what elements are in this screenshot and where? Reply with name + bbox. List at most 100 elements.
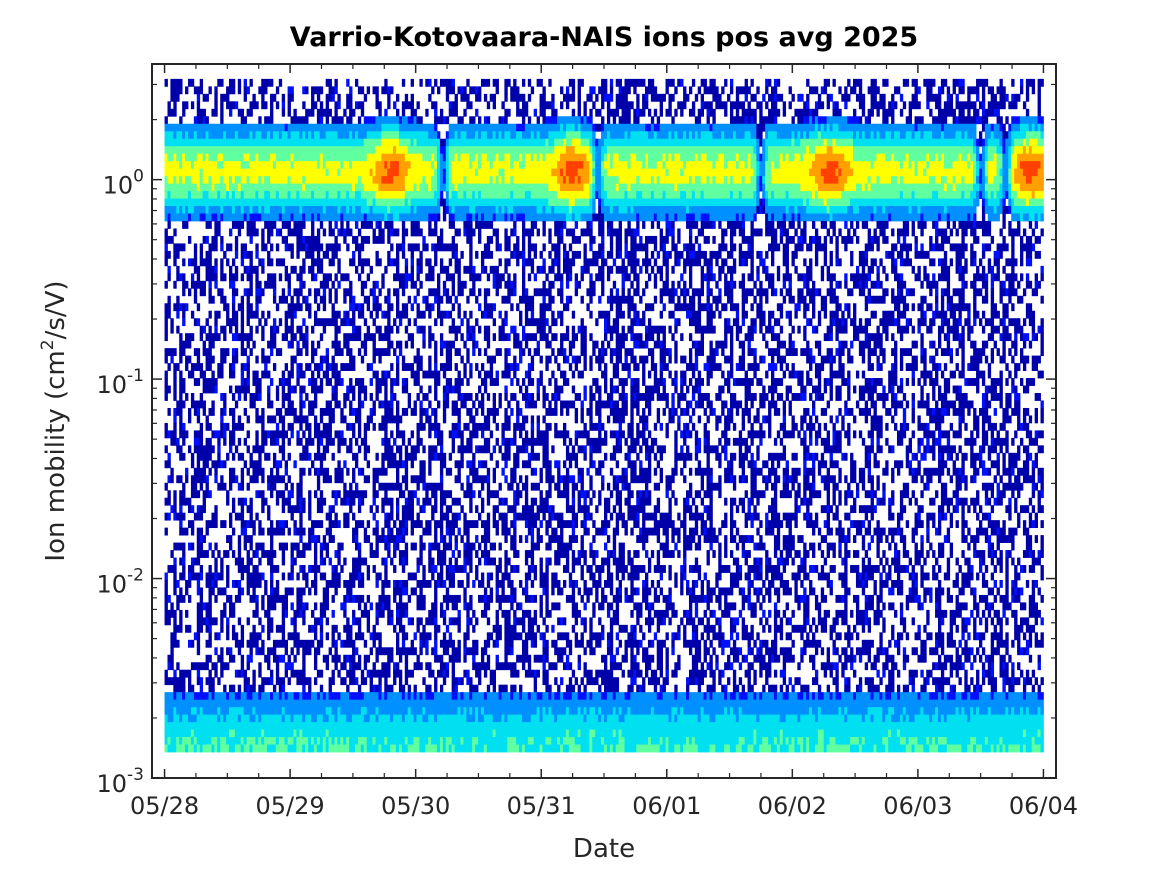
heatmap-cell-1245 [231,609,236,618]
heatmap-cell-4044 [384,579,388,588]
heatmap-cell-0 [164,78,168,87]
heatmap-cell-3185 [337,370,341,379]
heatmap-cell-113 [170,146,174,155]
heatmap-cell-1149 [229,86,233,95]
heatmap-cell-3950 [381,153,385,162]
heatmap-cell-1706 [258,280,262,289]
heatmap-cell-1398 [240,565,245,573]
heatmap-cell-2352 [293,355,297,364]
heatmap-cell-2269 [287,737,291,745]
heatmap-cell-2465 [299,407,303,416]
heatmap-cell-596 [196,527,201,536]
heatmap-cell-3759 [369,363,373,371]
heatmap-cell-3666 [363,348,368,357]
heatmap-cell-1413 [240,737,245,745]
heatmap-cell-309 [179,669,183,678]
heatmap-cell-4107 [387,579,391,588]
heatmap-cell-389 [185,213,189,222]
heatmap-cell-1855 [267,220,271,229]
heatmap-cell-3496 [354,243,359,252]
heatmap-cell-4035 [384,490,388,499]
heatmap-cell-1232 [231,415,236,424]
heatmap-cell-223 [176,183,180,192]
heatmap-cell-149 [170,737,174,745]
heatmap-cell-1949 [270,669,274,678]
heatmap-cell-3640 [360,729,365,738]
heatmap-cell-1276 [234,265,239,274]
heatmap-cell-3358 [346,729,350,738]
heatmap-cell-2778 [316,168,321,177]
heatmap-cell-3215 [340,138,344,147]
heatmap-cell-4099 [387,482,391,491]
heatmap-cell-1801 [264,116,268,125]
heatmap-cell-2050 [275,669,280,678]
heatmap-cell-2920 [322,587,327,596]
heatmap-cell-1657 [255,370,259,379]
heatmap-cell-1211 [231,183,236,192]
heatmap-cell-62 [167,146,171,155]
heatmap-cell-571 [196,198,201,207]
heatmap-cell-2023 [275,228,280,237]
heatmap-cell-2462 [299,385,303,394]
heatmap-cell-2478 [299,527,303,536]
heatmap-cell-3993 [381,722,385,730]
heatmap-cell-2309 [290,512,294,521]
heatmap-cell-1512 [246,677,250,686]
heatmap-cell-835 [208,594,212,603]
heatmap-cell-1234 [231,430,236,439]
heatmap-cell-4466 [404,737,409,745]
heatmap-cell-355 [182,497,186,506]
heatmap-cell-643 [199,288,204,297]
heatmap-cell-4184 [393,153,397,162]
heatmap-cell-1573 [249,699,253,708]
heatmap-cell-2795 [316,363,321,371]
heatmap-cell-3233 [340,407,344,416]
heatmap-cell-2066 [278,161,283,170]
heatmap-cell-1380 [240,333,245,342]
heatmap-cell-3096 [331,737,335,745]
heatmap-cell-2740 [313,452,318,461]
heatmap-cell-2948 [325,198,330,207]
heatmap-cell-1294 [234,632,239,641]
heatmap-cell-144 [170,699,174,708]
heatmap-cell-3629 [360,579,365,588]
heatmap-cell-4218 [393,692,397,701]
heatmap-cell-83 [167,407,171,416]
heatmap-cell-4256 [396,370,400,379]
heatmap-cell-2956 [325,348,330,357]
heatmap-cell-4944 [434,191,438,199]
heatmap-cell-143 [170,692,174,701]
heatmap-cell-3241 [340,565,344,573]
heatmap-cell-2590 [305,572,309,581]
heatmap-cell-424 [187,176,192,184]
heatmap-cell-2433 [296,744,300,753]
heatmap-cell-4329 [398,609,403,618]
heatmap-cell-184 [173,430,177,439]
heatmap-cell-1306 [237,86,242,95]
heatmap-cell-2908 [322,407,327,416]
heatmap-cell-1180 [229,475,233,484]
heatmap-cell-714 [202,467,206,476]
heatmap-cell-2165 [281,744,286,753]
heatmap-cell-2769 [316,93,321,102]
heatmap-cell-653 [199,445,204,454]
heatmap-cell-4298 [398,161,403,170]
heatmap-cell-4365 [401,243,406,252]
heatmap-cell-3792 [372,191,376,199]
heatmap-cell-4018 [384,325,388,334]
heatmap-cell-527 [193,280,198,289]
heatmap-cell-3527 [354,729,359,738]
heatmap-cell-3278 [343,393,347,401]
heatmap-cell-4462 [404,707,409,716]
heatmap-cell-2981 [325,692,330,701]
heatmap-cell-109 [170,108,174,117]
heatmap-cell-3350 [346,654,350,663]
heatmap-cell-1788 [261,677,265,686]
heatmap-cell-2221 [287,131,291,140]
heatmap-cell-2731 [313,348,318,357]
heatmap-cell-4086 [387,318,391,327]
heatmap-cell-740 [205,168,209,177]
heatmap-cell-3718 [366,422,371,431]
heatmap-cell-2138 [281,475,286,484]
heatmap-cell-1488 [246,340,250,349]
